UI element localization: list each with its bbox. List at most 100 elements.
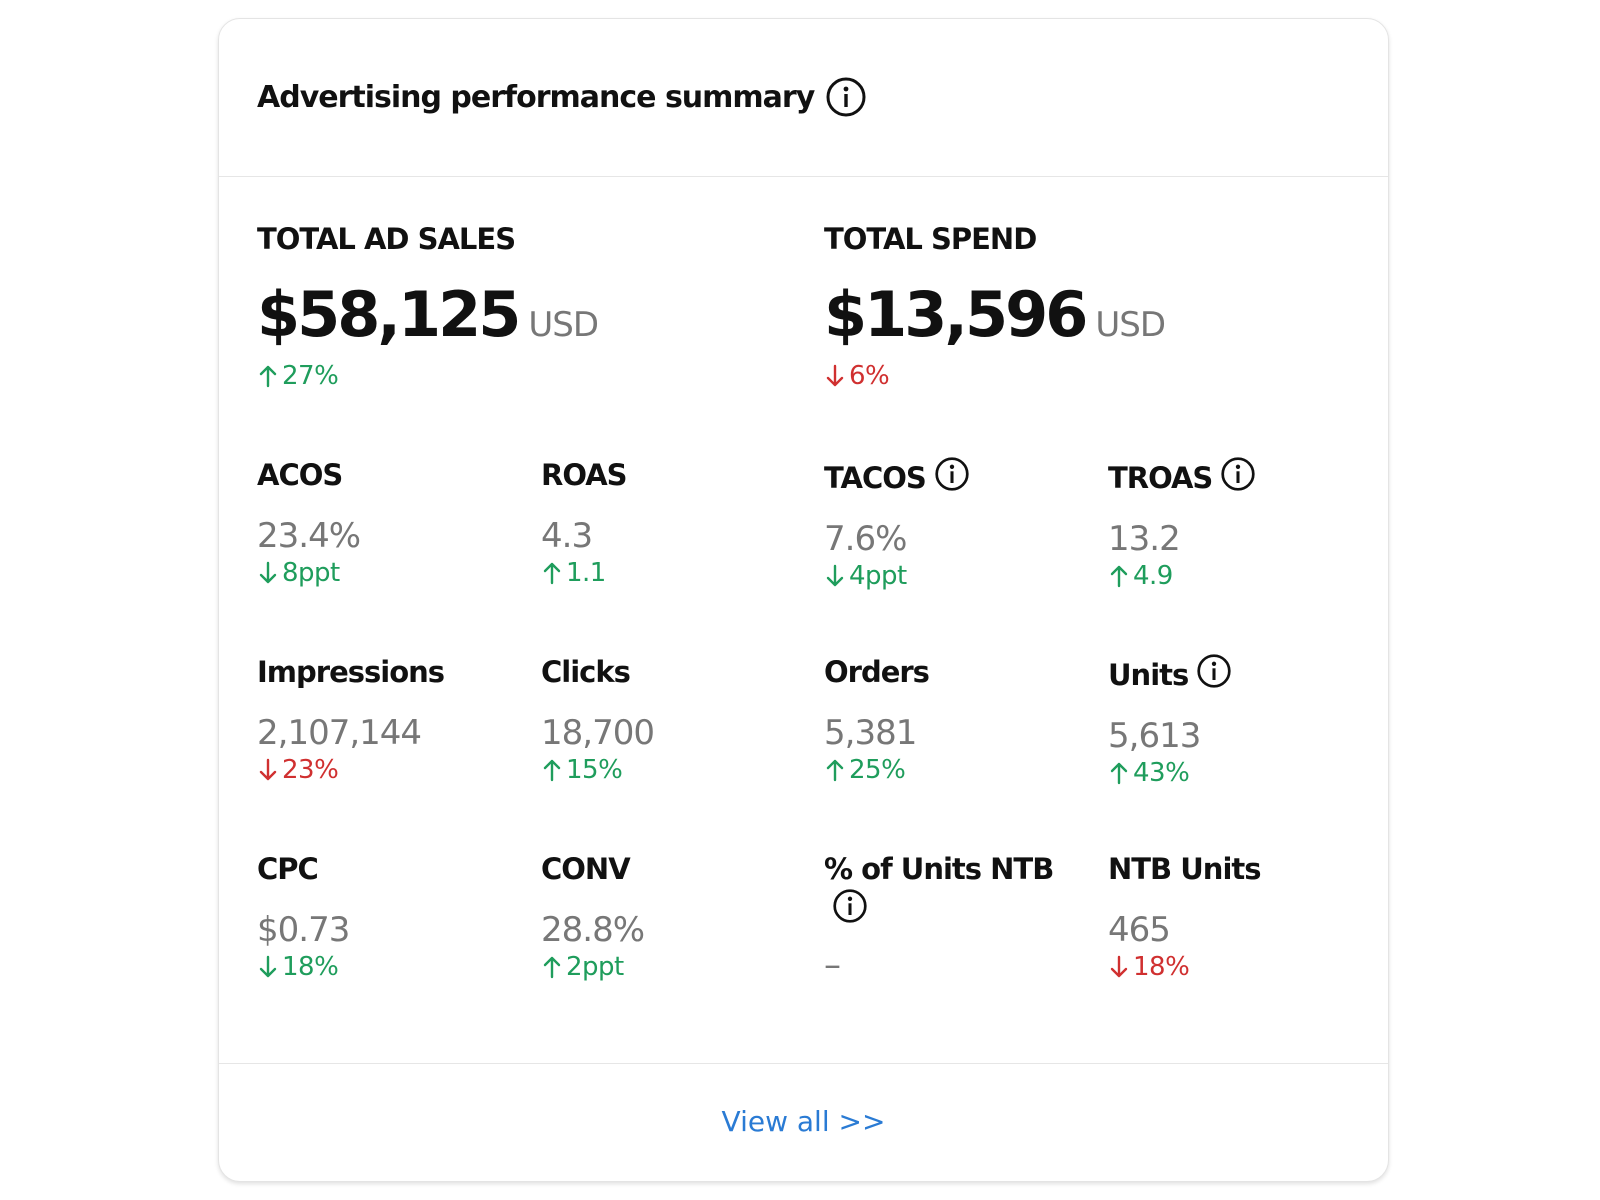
metric-label: Orders [824, 653, 930, 691]
metric-value: $58,125 [257, 278, 521, 351]
metric-value: 23.4% [257, 516, 361, 556]
metric: TROAS 13.2 4.9 [1108, 456, 1256, 591]
change: 8ppt [257, 558, 360, 588]
metric: % of Units NTB – [824, 850, 1064, 985]
metric-label: TACOS [824, 456, 970, 497]
change: 1.1 [541, 558, 627, 588]
metric-label: Clicks [541, 653, 654, 691]
metric: ACOS 23.4% 8ppt [257, 456, 361, 588]
metric: Clicks 18,700 15% [541, 653, 655, 785]
trend-arrow [259, 955, 277, 978]
trend-arrow [826, 759, 844, 782]
change: 43% [1108, 758, 1232, 788]
metric-value: 2,107,144 [257, 713, 422, 753]
metric-label-text: % of Units NTB [824, 852, 1054, 886]
metric: ROAS 4.3 1.1 [541, 456, 628, 588]
metric-label: TROAS [1108, 456, 1256, 497]
trend-arrow [543, 562, 561, 585]
metric-unit: USD [1095, 305, 1166, 345]
metric-label-text: Clicks [541, 655, 631, 689]
card-title: Advertising performance summary [257, 79, 815, 115]
change: 2ppt [541, 952, 644, 982]
change-value: 18% [282, 952, 339, 982]
metric: NTB Units 465 18% [1108, 850, 1262, 982]
trend-arrow [1110, 762, 1128, 785]
view-all-link[interactable]: View all >> [721, 1105, 886, 1138]
metric-label-text: ACOS [257, 458, 343, 492]
metric-value: – [824, 945, 841, 985]
metric-label-text: CONV [541, 852, 631, 886]
change-value: 4ppt [849, 561, 907, 591]
metric-label: Impressions [257, 653, 445, 691]
metric-label-text: TACOS [824, 461, 927, 495]
metric: Units 5,613 43% [1108, 653, 1232, 788]
metric-label: CONV [541, 850, 644, 888]
metric-label-text: CPC [257, 852, 319, 886]
change-value: 4.9 [1133, 561, 1173, 591]
change-value: 43% [1133, 758, 1190, 788]
change: 4ppt [824, 561, 970, 591]
trend-arrow [259, 365, 277, 388]
metric-value: 28.8% [541, 910, 645, 950]
change-value: 18% [1133, 952, 1190, 982]
metric-value-row: $58,125 USD [257, 278, 599, 351]
change-value: 6% [849, 361, 890, 391]
trend-arrow [259, 758, 277, 781]
info-icon[interactable] [826, 77, 866, 117]
metric-label-text: Impressions [257, 655, 445, 689]
metric-label: % of Units NTB [824, 850, 1064, 929]
metric-label: NTB Units [1108, 850, 1262, 888]
change: 18% [1108, 952, 1261, 982]
info-icon[interactable] [934, 456, 970, 492]
trend-arrow [826, 564, 844, 587]
trend-arrow [826, 364, 844, 387]
metric-label-text: Orders [824, 655, 930, 689]
change: 27% [257, 361, 598, 391]
change: 23% [257, 755, 444, 785]
metric-value: 5,613 [1108, 716, 1201, 756]
metric-value: 5,381 [824, 713, 917, 753]
metric-label-text: ROAS [541, 458, 628, 492]
metric-label: TOTAL AD SALES [257, 222, 516, 256]
info-icon[interactable] [832, 888, 868, 924]
primary-metric: TOTAL AD SALES $58,125 USD 27% [257, 222, 599, 391]
metric-label-text: NTB Units [1108, 852, 1262, 886]
metric-label-text: TROAS [1108, 461, 1213, 495]
metric-value: 4.3 [541, 516, 593, 556]
metric: CPC $0.73 18% [257, 850, 350, 982]
footer-divider [219, 1063, 1388, 1064]
info-icon[interactable] [1196, 653, 1232, 689]
change-value: 2ppt [566, 952, 624, 982]
metric-unit: USD [528, 305, 599, 345]
change-value: 27% [282, 361, 339, 391]
metric-label: Units [1108, 653, 1232, 694]
trend-arrow [543, 956, 561, 979]
metric-value: 18,700 [541, 713, 655, 753]
metric: TACOS 7.6% 4ppt [824, 456, 970, 591]
card-header: Advertising performance summary [257, 77, 866, 117]
info-icon[interactable] [1220, 456, 1256, 492]
metric-label: ACOS [257, 456, 360, 494]
metric-label: CPC [257, 850, 349, 888]
metric-value: $13,596 [824, 278, 1088, 351]
metric-value: 13.2 [1108, 519, 1181, 559]
metric-value-row: $13,596 USD [824, 278, 1166, 351]
trend-arrow [1110, 955, 1128, 978]
change: 6% [824, 361, 1165, 391]
change-value: 25% [849, 755, 906, 785]
change-value: 1.1 [566, 558, 606, 588]
change: 4.9 [1108, 561, 1256, 591]
trend-arrow [1110, 565, 1128, 588]
change-value: 15% [566, 755, 623, 785]
trend-arrow [543, 759, 561, 782]
change: 25% [824, 755, 929, 785]
change-value: 23% [282, 755, 339, 785]
metric: Orders 5,381 25% [824, 653, 930, 785]
change-value: 8ppt [282, 558, 340, 588]
metric: CONV 28.8% 2ppt [541, 850, 645, 982]
primary-metric: TOTAL SPEND $13,596 USD 6% [824, 222, 1166, 391]
change: 15% [541, 755, 654, 785]
metric-value: 7.6% [824, 519, 907, 559]
change: 18% [257, 952, 349, 982]
metric: Impressions 2,107,144 23% [257, 653, 445, 785]
